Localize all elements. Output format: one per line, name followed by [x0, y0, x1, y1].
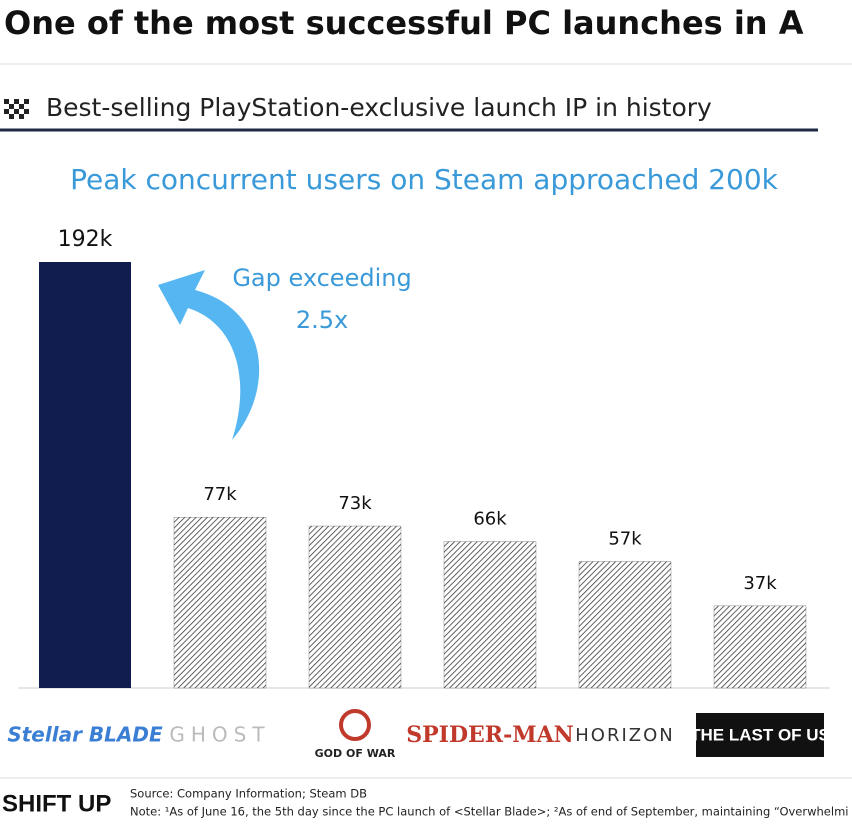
annotation: Gap exceeding — [232, 264, 411, 292]
category-logo: HORIZON — [575, 725, 674, 746]
logo: SHIFT UP — [2, 790, 111, 817]
bar — [443, 541, 537, 689]
logo-bg — [696, 713, 824, 757]
bar — [39, 262, 131, 688]
subtitle: Best-selling PlayStation-exclusive launc… — [46, 93, 712, 122]
category-logo: Stellar BLADE — [7, 723, 163, 747]
page-title: One of the most successful PC launches i… — [4, 4, 804, 42]
value-label: 77k — [203, 484, 237, 505]
source: Source: Company Information; Steam DB — [130, 787, 367, 801]
bar — [173, 517, 267, 689]
category-logo: THE LAST OF US — [690, 725, 830, 744]
gap-arrow — [158, 270, 260, 440]
bar — [308, 525, 402, 689]
value-label: 66k — [473, 509, 507, 530]
value-label: 192k — [58, 227, 113, 252]
logo-ring — [339, 709, 371, 741]
note: Note: ¹As of June 16, the 5th day since … — [130, 805, 848, 819]
category-logo: GHOST — [169, 723, 270, 747]
bar — [578, 561, 672, 689]
category-logo: GOD OF WAR — [315, 747, 396, 760]
value-label: 57k — [608, 529, 642, 550]
value-label: 37k — [743, 573, 777, 594]
value-label: 73k — [338, 493, 372, 514]
chart-title: Peak concurrent users on Steam approache… — [70, 163, 779, 196]
category-logo: SPIDER-MAN — [406, 722, 574, 748]
annotation: 2.5x — [296, 306, 348, 334]
checker-icon — [4, 99, 29, 119]
bar — [713, 605, 807, 689]
